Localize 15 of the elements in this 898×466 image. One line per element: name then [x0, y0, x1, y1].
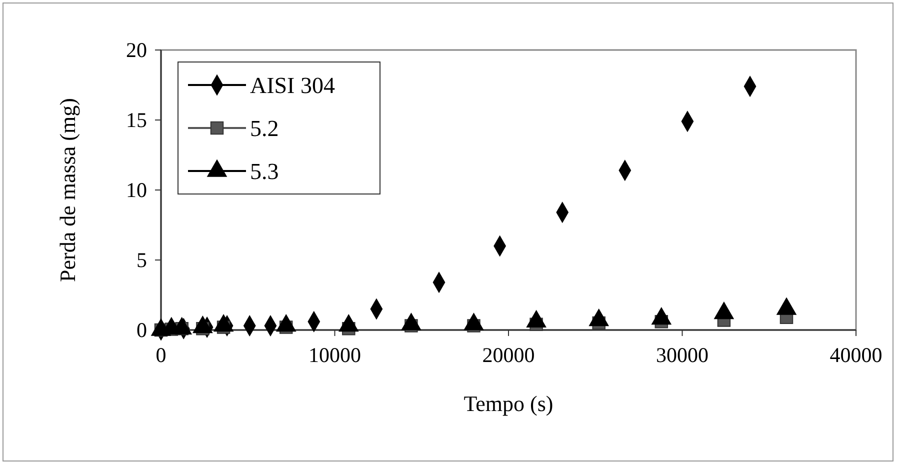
y-tick-label: 10	[126, 178, 147, 202]
x-tick-label: 20000	[482, 343, 535, 367]
x-tick-label: 0	[156, 343, 166, 367]
y-tick-label: 20	[126, 38, 147, 62]
y-tick-label: 0	[136, 318, 147, 342]
y-tick-label: 5	[136, 248, 147, 272]
legend-label: 5.2	[250, 116, 279, 141]
x-tick-label: 30000	[656, 343, 708, 367]
y-tick-label: 15	[126, 108, 147, 132]
x-tick-label: 40000	[830, 343, 882, 367]
y-axis-title: Perda de massa (mg)	[55, 98, 80, 282]
x-axis-title: Tempo (s)	[464, 391, 554, 416]
legend-label: 5.3	[250, 159, 279, 184]
legend-label: AISI 304	[250, 73, 336, 98]
x-tick-label: 10000	[308, 343, 361, 367]
